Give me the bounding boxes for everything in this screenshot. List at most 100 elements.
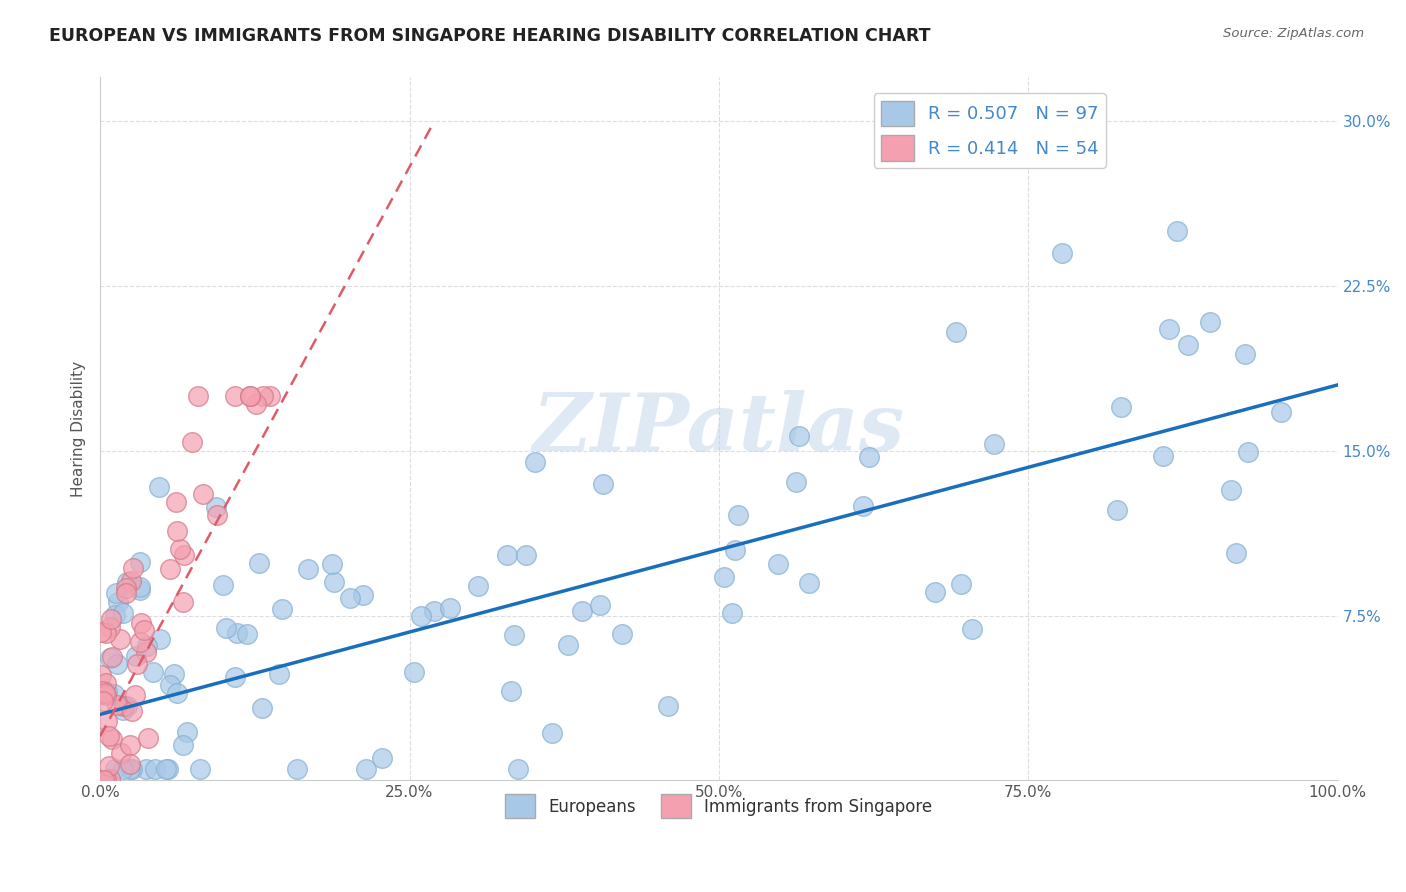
Point xyxy=(149,632,172,647)
Point xyxy=(172,595,194,609)
Point xyxy=(96,688,118,702)
Text: Source: ZipAtlas.com: Source: ZipAtlas.com xyxy=(1223,27,1364,40)
Point xyxy=(250,700,273,714)
Point xyxy=(98,729,121,743)
Point xyxy=(93,684,115,698)
Point xyxy=(98,772,121,786)
Point xyxy=(205,508,228,522)
Point xyxy=(235,627,257,641)
Point xyxy=(321,557,343,571)
Point xyxy=(165,494,187,508)
Point xyxy=(297,562,319,576)
Point xyxy=(98,620,121,634)
Point xyxy=(239,389,262,403)
Text: ZIPatlas: ZIPatlas xyxy=(533,390,905,467)
Point xyxy=(173,548,195,562)
Point xyxy=(107,698,129,712)
Point xyxy=(120,574,142,588)
Point xyxy=(93,773,115,788)
Point xyxy=(115,698,138,713)
Point xyxy=(205,500,228,514)
Point xyxy=(115,585,138,599)
Point xyxy=(105,585,128,599)
Point xyxy=(950,577,973,591)
Point xyxy=(104,607,127,622)
Point xyxy=(136,639,159,653)
Point xyxy=(571,604,593,618)
Point xyxy=(858,450,880,464)
Point xyxy=(124,688,146,702)
Point xyxy=(224,389,246,403)
Point xyxy=(143,762,166,776)
Point xyxy=(148,480,170,494)
Text: EUROPEAN VS IMMIGRANTS FROM SINGAPORE HEARING DISABILITY CORRELATION CHART: EUROPEAN VS IMMIGRANTS FROM SINGAPORE HE… xyxy=(49,27,931,45)
Point xyxy=(799,576,821,591)
Point xyxy=(105,657,128,671)
Point xyxy=(785,475,807,489)
Point xyxy=(285,762,308,776)
Point xyxy=(404,665,426,679)
Point xyxy=(94,773,117,788)
Point xyxy=(90,667,112,681)
Point xyxy=(169,541,191,556)
Point xyxy=(1105,503,1128,517)
Point xyxy=(1152,449,1174,463)
Point xyxy=(121,561,143,575)
Point xyxy=(127,657,149,672)
Point xyxy=(166,524,188,538)
Point xyxy=(181,434,204,449)
Point xyxy=(135,644,157,658)
Point xyxy=(269,667,291,681)
Point xyxy=(96,626,118,640)
Point xyxy=(523,455,546,469)
Point xyxy=(1052,245,1074,260)
Point xyxy=(1233,347,1256,361)
Point xyxy=(766,557,789,571)
Point xyxy=(467,579,489,593)
Point xyxy=(270,602,292,616)
Point xyxy=(409,609,432,624)
Point xyxy=(156,762,179,776)
Point xyxy=(422,603,444,617)
Point xyxy=(111,703,134,717)
Point xyxy=(112,606,135,620)
Point xyxy=(239,389,262,403)
Point xyxy=(983,437,1005,451)
Point xyxy=(103,687,125,701)
Point xyxy=(115,574,138,589)
Point xyxy=(945,325,967,339)
Point xyxy=(713,569,735,583)
Point xyxy=(508,762,530,776)
Point xyxy=(187,389,209,403)
Point xyxy=(439,600,461,615)
Point xyxy=(657,698,679,713)
Point xyxy=(356,762,378,776)
Point xyxy=(142,665,165,679)
Point xyxy=(101,649,124,664)
Point xyxy=(610,626,633,640)
Point xyxy=(592,476,614,491)
Point xyxy=(129,582,152,597)
Point xyxy=(115,581,138,595)
Point xyxy=(720,606,742,620)
Point xyxy=(96,714,118,729)
Point xyxy=(252,389,274,403)
Point xyxy=(100,731,122,746)
Point xyxy=(121,704,143,718)
Point xyxy=(339,591,361,605)
Point xyxy=(226,625,249,640)
Point xyxy=(188,762,211,776)
Point xyxy=(1270,405,1292,419)
Point xyxy=(323,574,346,589)
Point xyxy=(100,612,122,626)
Point xyxy=(89,773,111,788)
Point xyxy=(214,621,236,635)
Point xyxy=(98,651,121,665)
Point xyxy=(159,677,181,691)
Point xyxy=(90,625,112,640)
Point xyxy=(155,762,177,776)
Point xyxy=(247,556,270,570)
Point xyxy=(787,429,810,443)
Point xyxy=(120,762,142,776)
Y-axis label: Hearing Disability: Hearing Disability xyxy=(72,360,86,497)
